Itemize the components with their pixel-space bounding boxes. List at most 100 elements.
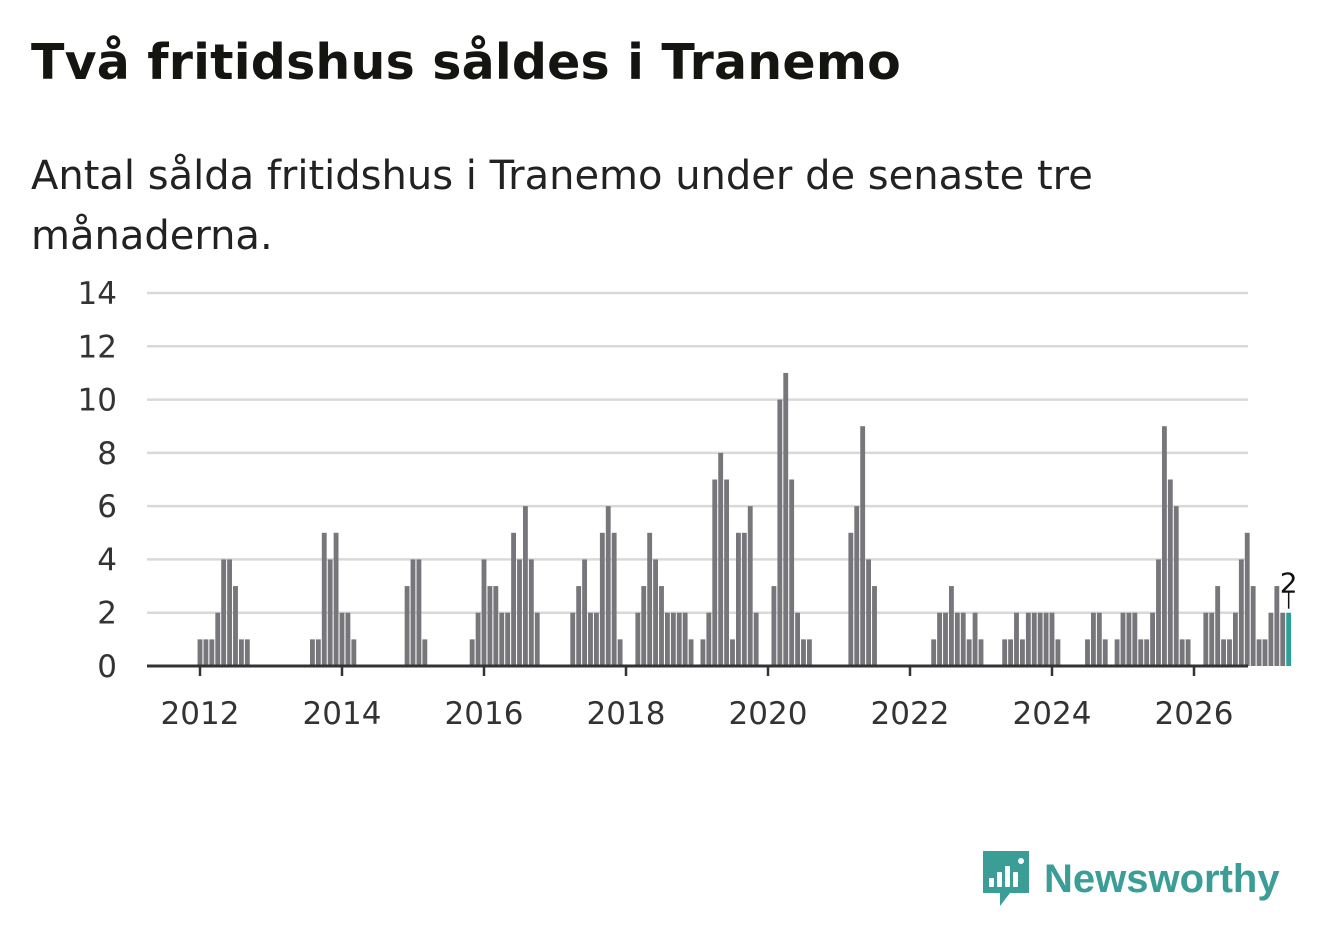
bar	[1215, 586, 1221, 666]
bar	[872, 586, 877, 666]
bar	[1114, 639, 1120, 666]
bar	[1025, 612, 1031, 666]
bar	[860, 426, 866, 666]
bar	[1144, 639, 1150, 666]
bar	[528, 559, 534, 666]
bar	[718, 452, 724, 666]
x-tick-label: 2012	[161, 696, 240, 732]
bar	[1250, 586, 1256, 666]
bar	[1173, 506, 1179, 666]
bar	[1031, 612, 1037, 666]
grid-lines	[147, 291, 1248, 614]
brand-logo[interactable]: Newsworthy	[980, 848, 1280, 910]
bar	[511, 532, 517, 666]
bar	[1102, 639, 1108, 666]
bar	[570, 612, 576, 666]
bar	[635, 612, 641, 666]
bars	[197, 372, 1292, 666]
bar	[617, 639, 623, 666]
bar	[1014, 612, 1019, 666]
bar	[1043, 612, 1049, 666]
bar	[641, 586, 647, 666]
bar	[588, 612, 593, 666]
bar	[1268, 612, 1274, 666]
bar	[517, 559, 522, 666]
bar	[1037, 612, 1043, 666]
y-axis: 0 2 4 6 8 10 12 14	[78, 276, 117, 685]
bar	[978, 639, 984, 666]
bar	[854, 506, 860, 666]
bar	[534, 612, 540, 666]
bar	[197, 639, 203, 666]
bar	[203, 639, 209, 666]
bar	[753, 612, 759, 666]
bar	[1185, 639, 1191, 666]
bar	[1156, 559, 1161, 666]
bar	[960, 612, 966, 666]
y-tick-label: 0	[97, 649, 117, 685]
x-tick-label: 2018	[587, 696, 666, 732]
chart-title: Två fritidshus såldes i Tranemo	[31, 34, 901, 91]
bar	[1138, 639, 1144, 666]
bar	[1090, 612, 1096, 666]
bar	[801, 639, 806, 666]
bar	[1238, 559, 1244, 666]
bar	[404, 586, 410, 666]
bar	[309, 639, 315, 666]
bar	[605, 506, 611, 666]
bar	[664, 612, 670, 666]
bar	[706, 612, 712, 666]
bar	[333, 532, 339, 666]
y-tick-label: 14	[78, 276, 117, 312]
bar	[505, 612, 511, 666]
bar	[712, 479, 718, 666]
bar	[339, 612, 345, 666]
bar	[422, 639, 428, 666]
bar	[848, 532, 854, 666]
bar	[741, 532, 747, 666]
x-tick-label: 2026	[1155, 696, 1234, 732]
brand-name: Newsworthy	[1044, 856, 1280, 901]
bar	[1126, 612, 1132, 666]
x-tick-label: 2022	[871, 696, 950, 732]
bar-chart: 0 2 4 6 8 10 12 14 2012 2014 2016 2018 2020 2022 2024…	[78, 276, 1298, 732]
bar	[682, 612, 688, 666]
newsworthy-logo-icon	[983, 851, 1029, 906]
chart-subtitle: Antal sålda fritidshus i Tranemo under d…	[31, 153, 1093, 259]
bar	[1096, 612, 1102, 666]
x-tick-label: 2024	[1013, 696, 1092, 732]
bar	[221, 559, 227, 666]
bar	[1244, 532, 1250, 666]
bar	[948, 586, 954, 666]
bar	[1274, 586, 1280, 666]
bar	[966, 639, 972, 666]
bar	[481, 559, 487, 666]
x-tick-label: 2020	[729, 696, 808, 732]
y-tick-label: 6	[97, 489, 117, 525]
bar	[647, 532, 653, 666]
bar	[327, 559, 333, 666]
bar	[1019, 639, 1025, 666]
bar	[522, 506, 528, 666]
x-axis: 2012 2014 2016 2018 2020 2022 2024 2026	[147, 664, 1248, 732]
bar	[954, 612, 960, 666]
bar	[777, 399, 783, 666]
bar	[238, 639, 244, 666]
bar	[499, 612, 505, 666]
y-tick-label: 12	[78, 329, 117, 365]
bar	[688, 639, 694, 666]
bar	[735, 532, 741, 666]
bar	[1167, 479, 1173, 666]
y-tick-label: 10	[78, 383, 117, 419]
bar	[576, 586, 582, 666]
bar	[1227, 639, 1232, 666]
bar	[1209, 612, 1215, 666]
bar	[1150, 612, 1156, 666]
bar	[1262, 639, 1268, 666]
bar	[730, 639, 735, 666]
bar	[653, 559, 659, 666]
bar	[806, 639, 812, 666]
bar	[783, 372, 789, 666]
bar	[1049, 612, 1055, 666]
bar	[475, 612, 481, 666]
